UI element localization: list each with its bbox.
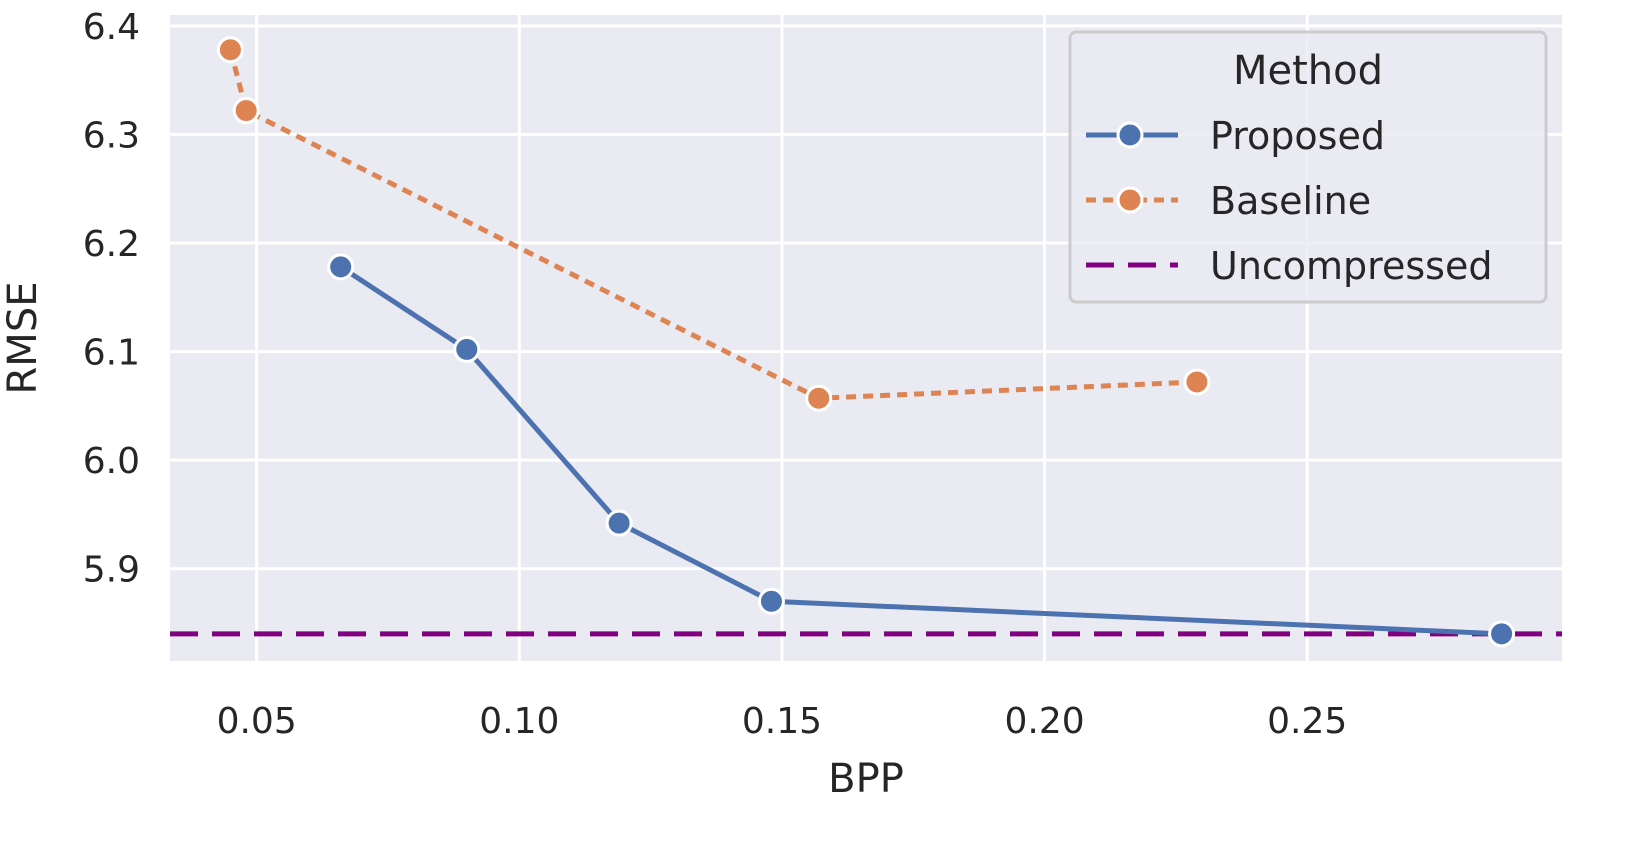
legend-marker-baseline [1116, 186, 1144, 214]
series-layer [216, 36, 1516, 648]
baseline-line [227, 49, 1198, 401]
proposed-point [1488, 620, 1516, 648]
y-tick-label: 6.1 [83, 333, 140, 374]
proposed-point [453, 335, 481, 363]
legend-label-baseline: Baseline [1210, 179, 1371, 223]
x-tick-label: 0.05 [217, 701, 297, 742]
legend-entry-proposed: Proposed [1086, 114, 1385, 158]
y-tick-label: 5.9 [83, 550, 140, 591]
y-tick-label: 6.4 [83, 7, 140, 48]
proposed-point [605, 509, 633, 537]
baseline-point [216, 36, 244, 64]
x-tick-label: 0.20 [1005, 701, 1085, 742]
proposed-point [757, 587, 785, 615]
legend: Method Proposed Baseline Uncompressed [1068, 30, 1548, 304]
proposed-point [327, 253, 355, 281]
legend-label-proposed: Proposed [1210, 114, 1385, 158]
y-tick-labels: 5.9 6.0 6.1 6.2 6.3 6.4 [83, 7, 140, 591]
legend-entry-baseline: Baseline [1086, 179, 1371, 223]
baseline-series [216, 36, 1211, 412]
proposed-series [327, 253, 1516, 648]
baseline-point [1183, 368, 1211, 396]
legend-label-uncompressed: Uncompressed [1210, 244, 1492, 288]
legend-title: Method [1233, 48, 1383, 94]
legend-entry-uncompressed: Uncompressed [1086, 244, 1492, 288]
y-tick-label: 6.2 [83, 224, 140, 265]
y-tick-label: 6.3 [83, 115, 140, 156]
x-tick-label: 0.15 [742, 701, 822, 742]
x-tick-label: 0.10 [479, 701, 559, 742]
baseline-point [805, 384, 833, 412]
x-tick-labels: 0.05 0.10 0.15 0.20 0.25 [217, 701, 1348, 742]
legend-entries: Proposed Baseline Uncompressed [1086, 114, 1492, 288]
x-axis-label: BPP [828, 756, 904, 802]
baseline-point [232, 97, 260, 125]
y-axis-label: RMSE [0, 282, 46, 395]
legend-marker-proposed [1116, 121, 1144, 149]
y-tick-label: 6.0 [83, 441, 140, 482]
legend-box [1068, 30, 1548, 304]
x-tick-label: 0.25 [1267, 701, 1347, 742]
